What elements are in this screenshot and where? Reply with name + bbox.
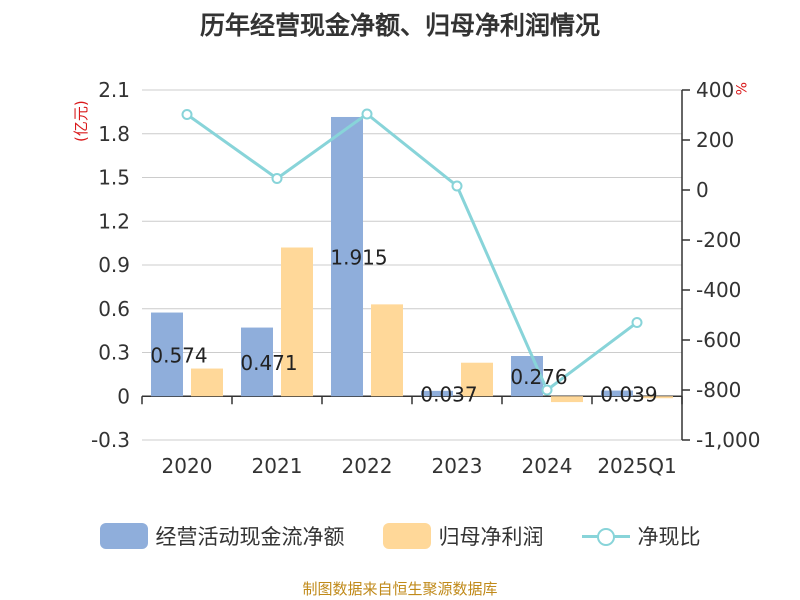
bar-operating-cash-flow — [241, 327, 273, 397]
bar-net-profit — [641, 396, 673, 399]
x-tick-label: 2025Q1 — [597, 454, 676, 478]
bar-net-profit — [191, 368, 223, 397]
bar-operating-cash-flow — [331, 116, 363, 397]
y-left-tick-label: 0.9 — [98, 253, 130, 277]
line-point-cash-ratio — [541, 384, 553, 396]
x-tick-label: 2022 — [342, 454, 393, 478]
bar-operating-cash-flow — [511, 356, 543, 397]
line-point-cash-ratio — [361, 108, 373, 120]
bar-operating-cash-flow — [601, 390, 633, 397]
bar-net-profit — [461, 362, 493, 397]
y-right-tick-label: -1,000 — [696, 428, 760, 452]
line-point-cash-ratio — [451, 180, 463, 192]
legend-swatch-bar-orange — [382, 523, 431, 549]
y-right-tick-label: 200 — [696, 128, 734, 152]
legend-label: 归母净利润 — [438, 525, 544, 549]
x-tick-label: 2020 — [162, 454, 213, 478]
bar-net-profit — [551, 396, 583, 403]
line-point-cash-ratio — [271, 173, 283, 184]
y-right-tick-label: -400 — [696, 278, 741, 302]
y-right-tick-label: -200 — [696, 228, 741, 252]
legend-swatch-line-icon — [581, 523, 630, 549]
data-label: 0.471 — [240, 351, 297, 375]
line-cash-ratio — [186, 112, 638, 393]
y-left-tick-label: -0.3 — [91, 428, 130, 452]
legend: 经营活动现金流净额 归母净利润 净现比 — [0, 518, 800, 554]
chart-title: 历年经营现金净额、归母净利润情况 — [199, 11, 600, 40]
y-right-tick-label: -600 — [696, 328, 741, 352]
legend-item-cash-ratio[interactable]: 净现比 — [581, 521, 701, 551]
line-point-cash-ratio — [181, 109, 193, 120]
bar-net-profit — [371, 304, 403, 397]
legend-item-operating-cash-flow[interactable]: 经营活动现金流净额 — [99, 521, 345, 551]
y-left-tick-label: 1.2 — [98, 209, 130, 233]
bar-net-profit — [281, 247, 313, 397]
y-left-tick-label: 1.5 — [98, 166, 130, 190]
bar-operating-cash-flow — [151, 312, 183, 397]
line-point-cash-ratio — [631, 317, 643, 328]
x-tick-label: 2023 — [432, 454, 483, 478]
legend-label: 净现比 — [637, 525, 701, 549]
y-left-tick-label: 1.8 — [98, 122, 130, 146]
y-left-tick-label: 0.3 — [98, 341, 130, 365]
y-right-tick-label: 400 — [696, 78, 734, 102]
x-tick-label: 2024 — [522, 454, 573, 478]
data-label: 0.039 — [600, 382, 657, 406]
data-label: 0.037 — [420, 382, 477, 406]
y-left-tick-label: 2.1 — [98, 78, 130, 102]
y-left-tick-label: 0 — [117, 384, 130, 408]
legend-item-net-profit[interactable]: 归母净利润 — [382, 521, 544, 551]
data-label: 1.915 — [330, 246, 387, 270]
y-right-tick-label: 0 — [696, 178, 709, 202]
y-right-tick-label: -800 — [696, 378, 741, 402]
bar-operating-cash-flow — [421, 390, 453, 397]
data-label: 0.276 — [510, 365, 567, 389]
x-tick-label: 2021 — [252, 454, 303, 478]
data-label: 0.574 — [150, 343, 207, 367]
legend-swatch-bar-blue — [99, 523, 148, 549]
data-source-note: 制图数据来自恒生聚源数据库 — [302, 580, 498, 598]
legend-label: 经营活动现金流净额 — [155, 525, 345, 549]
y-left-tick-label: 0.6 — [98, 297, 130, 321]
